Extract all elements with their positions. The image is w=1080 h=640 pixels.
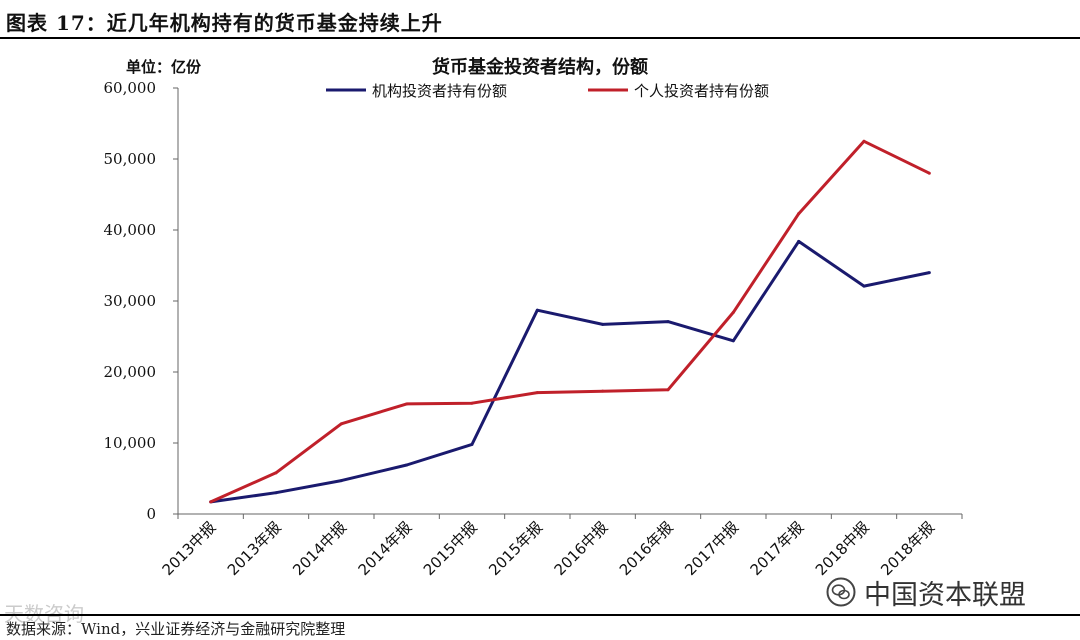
data-point	[274, 491, 278, 495]
series-line-2	[210, 139, 930, 504]
x-tick-label: 2013年报	[224, 518, 285, 579]
header-rule	[0, 37, 1080, 39]
x-tick-label: 2014中报	[289, 518, 350, 579]
data-source: 数据来源：Wind，兴业证券经济与金融研究院整理	[6, 620, 346, 638]
data-point	[405, 463, 409, 467]
watermark-brand-text: 中国资本联盟	[864, 579, 1026, 611]
data-point	[731, 310, 735, 314]
data-point	[731, 339, 735, 343]
x-tick-label: 2016中报	[551, 518, 612, 579]
data-point	[535, 391, 539, 395]
data-point	[209, 500, 213, 504]
y-tick-label: 40,000	[104, 221, 157, 239]
y-tick-label: 30,000	[104, 292, 157, 310]
x-tick-label: 2018年报	[877, 518, 938, 579]
figure-header: 图表 17：近几年机构持有的货币基金持续上升	[0, 0, 1080, 39]
y-tick-label: 20,000	[104, 363, 157, 381]
data-point	[535, 308, 539, 312]
y-tick-label: 0	[146, 505, 156, 523]
data-point	[470, 401, 474, 405]
data-point	[927, 271, 931, 275]
legend-label-2: 个人投资者持有份额	[634, 82, 769, 100]
y-tick-label: 10,000	[104, 434, 157, 452]
x-tick-label: 2017年报	[747, 518, 808, 579]
data-point	[601, 322, 605, 326]
figure-title: 图表 17：近几年机构持有的货币基金持续上升	[6, 11, 443, 35]
x-tick-label: 2014年报	[355, 518, 416, 579]
unit-label: 单位：亿份	[126, 58, 202, 76]
series-line-1	[210, 239, 930, 504]
data-point	[797, 212, 801, 216]
y-tick-label: 60,000	[104, 79, 157, 97]
chart-title: 货币基金投资者结构，份额	[432, 56, 648, 78]
data-point	[862, 284, 866, 288]
x-tick-label: 2017中报	[681, 518, 742, 579]
data-point	[470, 442, 474, 446]
footer-rule	[0, 614, 1080, 616]
data-point	[862, 139, 866, 143]
data-point	[339, 422, 343, 426]
x-tick-label: 2013中报	[159, 518, 220, 579]
data-point	[666, 388, 670, 392]
data-point	[405, 402, 409, 406]
line-chart: 0 10,000 20,000 30,000 40,000 50,000 60,000 201…	[104, 56, 963, 579]
y-tick-label: 50,000	[104, 150, 157, 168]
data-point	[927, 171, 931, 175]
x-tick-label: 2016年报	[616, 518, 677, 579]
data-point	[666, 320, 670, 324]
watermark-brand: 中国资本联盟	[826, 572, 1026, 612]
chart-axes: 0 10,000 20,000 30,000 40,000 50,000 60,000 201…	[104, 79, 963, 579]
wechat-icon	[826, 577, 856, 607]
data-point	[339, 479, 343, 483]
x-tick-label: 2018中报	[812, 518, 873, 579]
data-point	[797, 239, 801, 243]
data-point	[601, 389, 605, 393]
x-tick-label: 2015中报	[420, 518, 481, 579]
x-tick-label: 2015年报	[485, 518, 546, 579]
legend-label-1: 机构投资者持有份额	[372, 82, 507, 100]
chart-series	[209, 139, 931, 504]
data-point	[274, 471, 278, 475]
chart-legend: 机构投资者持有份额 个人投资者持有份额	[326, 82, 769, 100]
